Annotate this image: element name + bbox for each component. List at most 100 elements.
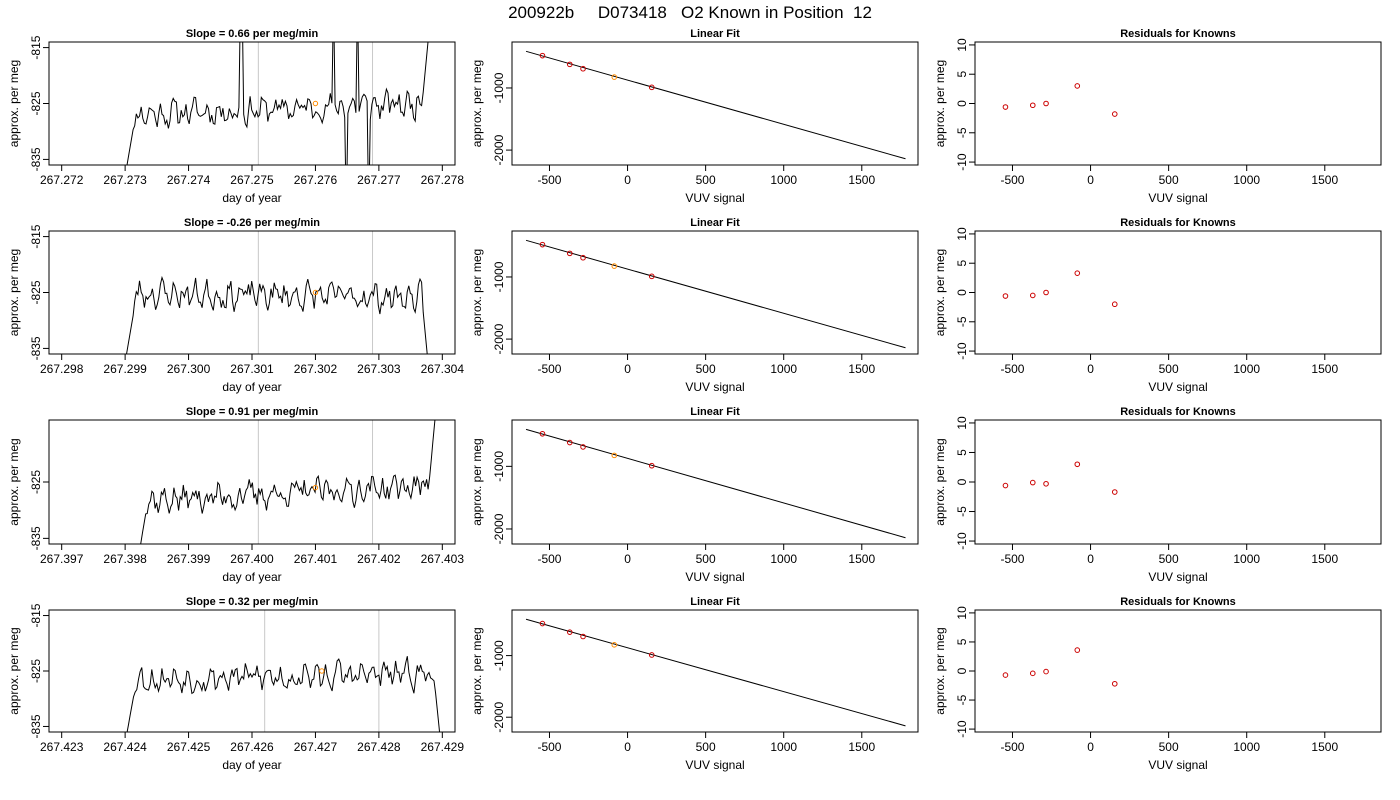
panel-title: Residuals for Knowns [1120,406,1236,418]
y-tick-label: -825 [29,91,43,115]
time-series-line [126,656,441,732]
x-tick-label: 1500 [848,740,875,754]
y-tick-label: 5 [955,449,969,456]
y-axis-label: approx. per meg [933,249,947,336]
x-tick-label: 0 [1087,552,1094,566]
y-tick-label: 5 [955,638,969,645]
residual-point [1002,293,1009,299]
x-tick-label: 1000 [1233,362,1260,376]
fit-data-point [566,439,573,446]
x-axis-label: VUV signal [685,570,744,584]
x-tick-label: 267.426 [230,740,274,754]
x-tick-label: 500 [696,173,716,187]
y-tick-label: 0 [955,478,969,485]
linear-fit-panel-3: Linear Fit -500 0 500 1000 1500 -1000 -2000 VUV … [470,406,919,584]
x-tick-label: 267.424 [103,740,147,754]
y-tick-label: -2000 [492,134,506,165]
y-axis-label: approx. per meg [470,249,484,336]
residuals-panel-4: Residuals for Knowns -500 0 500 1000 1500 10 5 0… [933,596,1382,772]
x-tick-label: 267.277 [357,173,401,187]
panel-frame [974,41,1382,166]
residual-point [1029,102,1036,109]
x-tick-label: 267.401 [294,552,338,566]
x-tick-label: 267.278 [421,173,465,187]
fit-data-point [566,250,573,257]
x-tick-label: 1000 [1233,173,1260,187]
plot-area [140,420,436,544]
panel-title: Linear Fit [690,406,740,418]
y-axis-label: approx. per meg [933,60,947,147]
y-tick-label: 10 [955,227,969,241]
panel-frame [48,41,456,166]
y-tick-label: -10 [955,342,969,360]
residual-point [1111,680,1118,687]
y-tick-label: -825 [29,280,43,304]
y-tick-label: 10 [955,606,969,620]
panel-frame [511,609,919,733]
y-tick-label: 5 [955,71,969,78]
fit-data-point [648,652,655,658]
x-tick-label: 267.402 [357,552,401,566]
x-tick-label: 267.400 [230,552,274,566]
known-marker-point [319,668,325,674]
y-tick-label: -10 [955,720,969,738]
x-tick-label: -500 [537,173,561,187]
time-series-line [126,42,429,165]
fit-data-point [566,61,573,68]
x-tick-label: -500 [537,362,561,376]
y-tick-label: -815 [29,603,43,627]
residual-point [1111,111,1118,117]
y-tick-label: -835 [29,526,43,550]
x-tick-label: 1500 [1311,740,1338,754]
panel-frame [511,419,919,545]
x-tick-label: 1500 [848,173,875,187]
x-tick-label: 500 [696,552,716,566]
y-axis-label: approx. per meg [7,60,21,147]
y-axis-label: approx. per meg [7,438,21,525]
x-tick-label: 1000 [770,173,797,187]
y-tick-label: 0 [955,100,969,107]
y-tick-label: -10 [955,532,969,550]
fit-data-point [611,642,618,648]
x-tick-label: 1000 [1233,740,1260,754]
residual-point [1002,482,1009,489]
x-tick-label: 1500 [1311,173,1338,187]
plot-area [126,42,429,165]
fit-data-point [539,430,546,437]
y-tick-label: 5 [955,260,969,267]
x-tick-label: 1000 [770,552,797,566]
residual-point [1043,480,1049,487]
x-tick-label: 267.276 [294,173,338,187]
panel-title: Linear Fit [690,596,740,608]
x-tick-label: 267.275 [230,173,274,187]
x-tick-label: 267.274 [167,173,211,187]
x-tick-label: 0 [624,552,631,566]
x-tick-label: 267.272 [40,173,84,187]
fit-data-point [566,629,573,635]
linear-fit-panel-1: Linear Fit -500 0 500 1000 1500 -1000 -2000 VUV … [470,28,919,205]
panel-frame [511,41,919,166]
panel-title: Slope = 0.32 per meg/min [186,596,319,608]
residual-point [1074,83,1081,89]
fit-data-point [611,452,618,459]
x-tick-label: 0 [624,173,631,187]
residual-point [1111,489,1118,495]
y-tick-label: -5 [955,316,969,327]
x-axis-label: VUV signal [1148,758,1207,772]
fit-data-point [539,52,546,59]
x-tick-label: 500 [696,740,716,754]
fit-data-point [580,65,586,72]
residual-point [1029,479,1036,486]
panel-frame [974,230,1382,355]
panel-title: Slope = -0.26 per meg/min [184,217,320,229]
y-axis-label: approx. per meg [7,627,21,714]
x-tick-label: -500 [537,552,561,566]
x-tick-label: -500 [1000,362,1024,376]
panel-title: Residuals for Knowns [1120,596,1236,608]
y-tick-label: -825 [29,470,43,494]
x-tick-label: 0 [624,740,631,754]
x-axis-label: VUV signal [1148,191,1207,205]
plot-area [126,610,441,732]
x-tick-label: 500 [1159,362,1179,376]
y-tick-label: -10 [955,153,969,171]
